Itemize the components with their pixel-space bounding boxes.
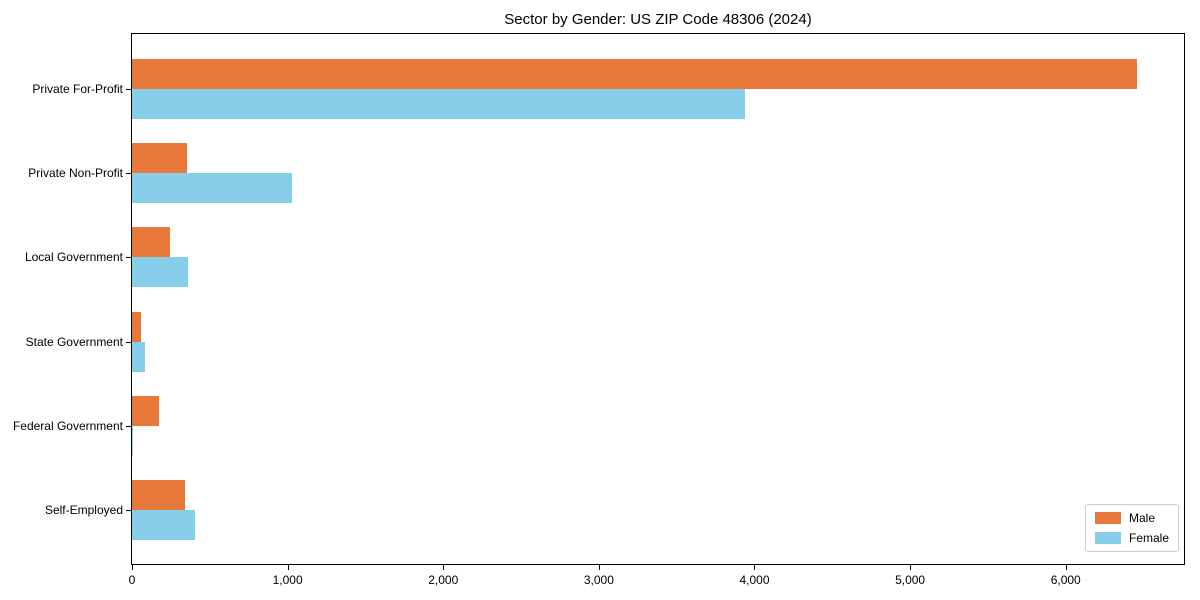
bar-male-local-government	[132, 227, 171, 258]
x-tick	[287, 565, 289, 570]
x-tick	[910, 565, 912, 570]
y-tick	[126, 341, 131, 343]
chart-title: Sector by Gender: US ZIP Code 48306 (202…	[504, 11, 812, 28]
bar-male-private-non-profit	[132, 143, 188, 174]
legend-swatch-female	[1094, 532, 1121, 544]
x-tick-label-6-000: 6,000	[1050, 573, 1081, 587]
legend: Male Female	[1084, 504, 1179, 552]
bar-female-private-non-profit	[132, 173, 292, 204]
x-tick	[1065, 565, 1067, 570]
x-tick-label-0: 0	[128, 573, 136, 587]
bar-female-private-for-profit	[132, 89, 746, 119]
bar-male-federal-government	[132, 395, 160, 426]
y-tick-label-state-government: State Government	[25, 334, 123, 349]
x-tick-label-5-000: 5,000	[895, 573, 926, 587]
bar-female-state-government	[132, 341, 146, 372]
x-tick-label-3-000: 3,000	[583, 573, 614, 587]
x-tick-label-2-000: 2,000	[428, 573, 459, 587]
bar-male-private-for-profit	[132, 59, 1137, 89]
x-tick	[598, 565, 600, 570]
y-tick	[126, 425, 131, 427]
bar-female-local-government	[132, 257, 189, 288]
y-tick-label-private-non-profit: Private Non-Profit	[28, 166, 123, 181]
x-tick-label-4-000: 4,000	[739, 573, 770, 587]
y-tick-label-federal-government: Federal Government	[12, 418, 123, 433]
x-tick	[132, 565, 133, 570]
bar-male-state-government	[132, 311, 141, 342]
x-tick	[754, 565, 756, 570]
y-tick-label-private-for-profit: Private For-Profit	[32, 82, 123, 96]
y-tick-label-local-government: Local Government	[24, 250, 123, 265]
bar-female-self-employed	[132, 510, 196, 540]
y-tick	[126, 173, 131, 175]
plot-area: Male Female Private For-Profit Private No…	[13, 33, 1185, 587]
legend-item-male: Male	[1094, 511, 1169, 525]
y-tick	[126, 257, 131, 259]
legend-label-female: Female	[1128, 531, 1169, 545]
legend-item-female: Female	[1094, 531, 1169, 545]
bar-female-federal-government	[132, 425, 134, 456]
bar-male-self-employed	[132, 480, 185, 510]
x-tick	[443, 565, 445, 570]
legend-swatch-male	[1094, 512, 1121, 524]
y-tick	[126, 89, 131, 90]
x-tick-label-1-000: 1,000	[272, 573, 303, 587]
y-tick	[126, 510, 131, 511]
y-tick-label-self-employed: Self-Employed	[44, 503, 123, 517]
legend-label-male: Male	[1128, 511, 1155, 525]
